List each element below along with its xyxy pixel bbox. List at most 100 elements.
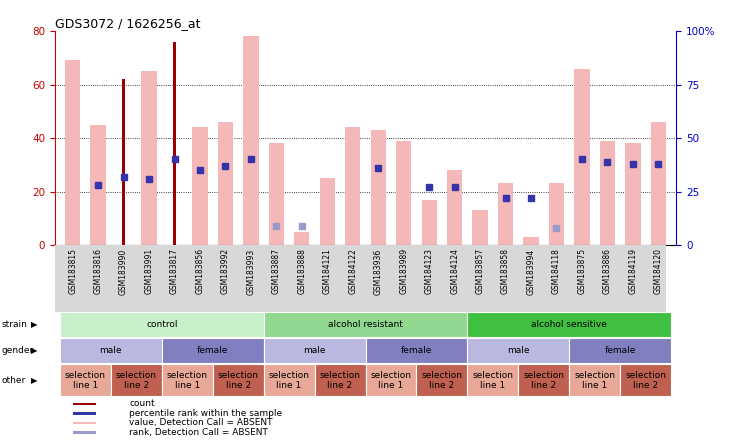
Bar — [498, 183, 513, 245]
Text: selection
line 2: selection line 2 — [523, 371, 564, 390]
Text: ▶: ▶ — [31, 376, 37, 385]
Text: GSM183989: GSM183989 — [399, 248, 408, 294]
Bar — [518, 365, 569, 396]
Text: selection
line 2: selection line 2 — [115, 371, 157, 390]
Text: GSM183994: GSM183994 — [526, 248, 536, 294]
Bar — [472, 210, 488, 245]
Text: GSM184124: GSM184124 — [450, 248, 459, 294]
Bar — [422, 199, 437, 245]
Bar — [366, 365, 417, 396]
Bar — [366, 338, 467, 363]
Bar — [73, 412, 96, 415]
Text: count: count — [129, 400, 155, 408]
Text: GSM183875: GSM183875 — [577, 248, 586, 294]
Bar — [264, 312, 467, 337]
Bar — [523, 237, 539, 245]
Text: GSM183990: GSM183990 — [119, 248, 128, 294]
Bar — [111, 365, 162, 396]
Text: percentile rank within the sample: percentile rank within the sample — [129, 409, 282, 418]
Bar — [625, 143, 640, 245]
Bar — [396, 141, 412, 245]
Text: GSM183888: GSM183888 — [298, 248, 306, 294]
Text: female: female — [605, 346, 636, 355]
Bar — [314, 365, 366, 396]
Bar — [467, 338, 569, 363]
Text: value, Detection Call = ABSENT: value, Detection Call = ABSENT — [129, 418, 273, 428]
Text: male: male — [99, 346, 122, 355]
Bar — [319, 178, 335, 245]
Text: GSM184118: GSM184118 — [552, 248, 561, 294]
Bar — [162, 338, 264, 363]
Text: GDS3072 / 1626256_at: GDS3072 / 1626256_at — [55, 17, 200, 30]
Bar — [243, 36, 259, 245]
Bar — [162, 365, 213, 396]
Bar — [345, 127, 360, 245]
Text: GSM183858: GSM183858 — [501, 248, 510, 294]
Text: gender: gender — [1, 346, 34, 355]
Text: control: control — [146, 320, 178, 329]
Text: alcohol resistant: alcohol resistant — [328, 320, 403, 329]
Text: GSM184120: GSM184120 — [654, 248, 663, 294]
Text: GSM183816: GSM183816 — [94, 248, 102, 294]
Bar — [73, 422, 96, 424]
Text: male: male — [507, 346, 529, 355]
Bar — [371, 130, 386, 245]
Text: GSM184122: GSM184122 — [348, 248, 357, 294]
Bar — [264, 365, 314, 396]
Text: GSM184123: GSM184123 — [425, 248, 433, 294]
Bar — [60, 338, 162, 363]
Bar — [91, 125, 106, 245]
Bar — [121, 79, 126, 245]
Bar — [173, 42, 176, 245]
Text: selection
line 1: selection line 1 — [371, 371, 412, 390]
Text: selection
line 2: selection line 2 — [218, 371, 259, 390]
Bar — [294, 232, 309, 245]
Text: ▶: ▶ — [31, 320, 37, 329]
Bar — [575, 68, 590, 245]
Text: male: male — [303, 346, 326, 355]
Text: alcohol sensitive: alcohol sensitive — [531, 320, 607, 329]
Text: GSM184121: GSM184121 — [323, 248, 332, 294]
Text: GSM183886: GSM183886 — [603, 248, 612, 294]
Text: selection
line 1: selection line 1 — [167, 371, 208, 390]
Bar — [192, 127, 208, 245]
Bar — [620, 365, 671, 396]
Bar — [73, 403, 96, 405]
Text: ▶: ▶ — [31, 346, 37, 355]
Text: GSM183993: GSM183993 — [246, 248, 255, 294]
Bar — [467, 365, 518, 396]
Text: selection
line 1: selection line 1 — [268, 371, 310, 390]
Bar — [269, 143, 284, 245]
Bar — [447, 170, 462, 245]
Text: other: other — [1, 376, 26, 385]
Text: GSM183857: GSM183857 — [476, 248, 485, 294]
Text: GSM183887: GSM183887 — [272, 248, 281, 294]
Text: selection
line 2: selection line 2 — [421, 371, 463, 390]
Text: female: female — [197, 346, 228, 355]
Bar — [60, 312, 264, 337]
Bar — [73, 431, 96, 434]
Bar — [65, 60, 80, 245]
Bar — [213, 365, 264, 396]
Text: GSM183817: GSM183817 — [170, 248, 179, 294]
Text: strain: strain — [1, 320, 27, 329]
Bar — [549, 183, 564, 245]
Bar — [218, 122, 233, 245]
Text: selection
line 2: selection line 2 — [625, 371, 666, 390]
Text: rank, Detection Call = ABSENT: rank, Detection Call = ABSENT — [129, 428, 268, 437]
Bar — [264, 338, 366, 363]
Text: GSM184119: GSM184119 — [629, 248, 637, 294]
Text: GSM183815: GSM183815 — [68, 248, 77, 294]
Bar — [467, 312, 671, 337]
Text: GSM183991: GSM183991 — [145, 248, 154, 294]
Text: selection
line 1: selection line 1 — [472, 371, 513, 390]
Text: GSM183992: GSM183992 — [221, 248, 230, 294]
Bar — [417, 365, 467, 396]
Bar — [60, 365, 111, 396]
Text: female: female — [401, 346, 432, 355]
Bar — [651, 122, 666, 245]
Text: GSM183936: GSM183936 — [374, 248, 383, 294]
Bar — [569, 338, 671, 363]
Bar — [599, 141, 615, 245]
Bar — [141, 71, 156, 245]
